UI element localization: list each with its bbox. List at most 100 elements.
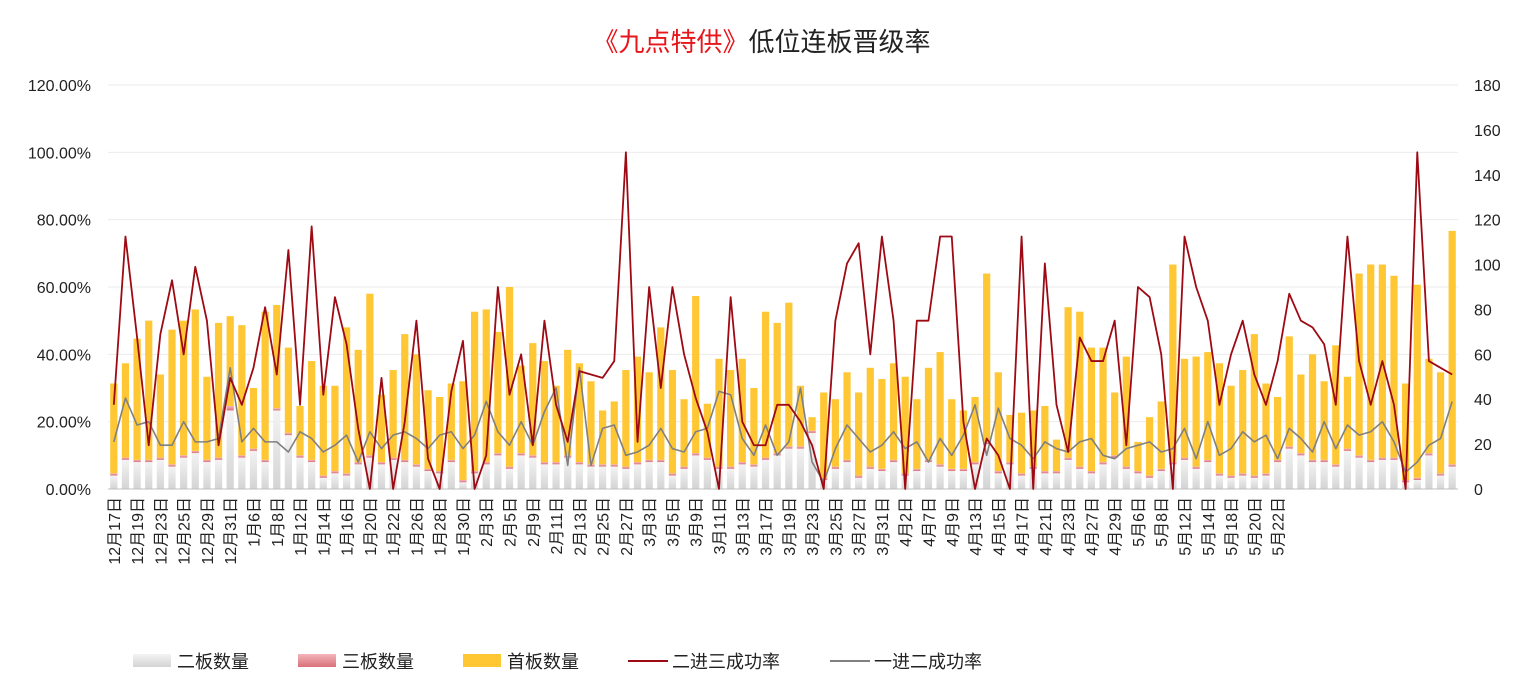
bar-second-board <box>1111 457 1119 489</box>
bar-first-board <box>1297 374 1305 454</box>
bar-first-board <box>145 320 153 460</box>
bar-second-board <box>482 464 490 489</box>
bar-second-board <box>889 462 898 489</box>
bar-third-board <box>750 464 758 467</box>
bar-first-board <box>1390 275 1398 458</box>
bar-first-board <box>622 370 630 467</box>
bar-first-board <box>1436 372 1445 474</box>
x-axis-tick-label: 1月16日 <box>340 497 357 556</box>
x-axis-tick-label: 5月18日 <box>1224 497 1241 556</box>
bar-third-board <box>1448 464 1456 467</box>
bar-second-board <box>354 464 362 489</box>
bar-first-board <box>226 316 234 406</box>
bar-second-board <box>866 468 874 489</box>
x-axis-tick-label: 5月22日 <box>1271 497 1288 556</box>
x-axis-tick-label: 12月19日 <box>130 497 147 565</box>
bar-first-board <box>1134 441 1142 472</box>
bar-third-board <box>238 455 246 458</box>
x-axis-tick-label: 3月27日 <box>852 497 869 556</box>
line-2to3-success-rate <box>112 151 1453 490</box>
bar-second-board <box>447 462 455 489</box>
bar-first-board <box>1402 383 1410 481</box>
bar-second-board <box>517 455 525 489</box>
left-axis-tick-label: 80.00% <box>37 213 91 230</box>
x-axis-tick-label: 4月29日 <box>1108 497 1125 556</box>
x-axis-tick-label: 12月23日 <box>153 497 170 565</box>
bar-third-board <box>1308 459 1317 463</box>
x-axis-tick-label: 4月9日 <box>945 497 962 547</box>
bar-second-board <box>1378 459 1386 489</box>
bar-first-board <box>773 322 781 454</box>
x-axis-tick-label: 2月3日 <box>479 497 496 547</box>
right-axis-tick-label: 180 <box>1474 78 1501 95</box>
bar-third-board <box>1285 446 1293 449</box>
bar-first-board <box>564 349 572 456</box>
bar-first-board <box>808 417 816 431</box>
bar-first-board <box>1029 410 1037 467</box>
bar-second-board <box>389 459 397 489</box>
bar-first-board <box>971 396 979 463</box>
bar-first-board <box>1262 383 1270 474</box>
x-axis-tick-label: 12月31日 <box>223 497 240 565</box>
bar-third-board <box>1297 453 1305 456</box>
bar-first-board <box>1076 311 1084 467</box>
bar-third-board <box>191 450 199 454</box>
bar-third-board <box>1017 473 1026 476</box>
bar-first-board <box>319 385 327 476</box>
x-axis-tick-label: 5月12日 <box>1178 497 1195 556</box>
bar-first-board <box>948 399 956 469</box>
x-axis-tick-label: 3月17日 <box>759 497 776 556</box>
bar-first-board <box>1239 370 1247 474</box>
bar-third-board <box>1169 462 1177 465</box>
bar-third-board <box>889 459 898 463</box>
bar-second-board <box>505 468 514 489</box>
legend-swatch <box>133 654 171 667</box>
bar-third-board <box>1413 477 1421 481</box>
bar-second-board <box>191 453 199 489</box>
bar-third-board <box>913 468 921 472</box>
bar-third-board <box>459 480 467 483</box>
bar-first-board <box>1122 356 1130 467</box>
bar-first-board <box>436 396 444 472</box>
bar-second-board <box>610 466 618 489</box>
bar-second-board <box>983 444 991 489</box>
bar-first-board <box>831 399 839 467</box>
bar-third-board <box>808 430 816 433</box>
bar-first-board <box>1308 354 1317 460</box>
bar-second-board <box>331 473 339 489</box>
legend-label: 三板数量 <box>342 652 414 672</box>
legend-label: 首板数量 <box>507 652 579 672</box>
bar-second-board <box>680 468 688 489</box>
bar-second-board <box>924 462 933 489</box>
x-axis-tick-label: 4月27日 <box>1084 497 1101 556</box>
bar-second-board <box>1157 471 1165 489</box>
bar-first-board <box>470 311 479 472</box>
bar-third-board <box>505 466 514 469</box>
bar-first-board <box>1111 392 1119 456</box>
bar-third-board <box>1134 471 1142 474</box>
bar-third-board <box>1355 455 1363 458</box>
bar-first-board <box>133 338 141 460</box>
bar-third-board <box>1343 448 1352 451</box>
legend-label: 二进三成功率 <box>672 652 780 672</box>
bar-third-board <box>366 455 374 458</box>
bar-third-board <box>226 405 234 411</box>
bar-first-board <box>412 354 421 465</box>
bar-second-board <box>1087 473 1096 489</box>
left-axis-tick-label: 120.00% <box>28 78 91 95</box>
right-axis-tick-label: 0 <box>1474 482 1483 499</box>
chart-title-rest: 低位连板晋级率 <box>748 27 931 57</box>
bar-third-board <box>296 455 304 458</box>
bar-third-board <box>831 466 839 469</box>
bar-third-board <box>121 457 130 460</box>
bar-third-board <box>517 453 525 456</box>
bar-second-board <box>168 466 176 489</box>
bar-third-board <box>983 441 991 445</box>
line-1to2-success-rate <box>113 367 1453 484</box>
bar-third-board <box>1041 471 1049 474</box>
bar-first-board <box>994 372 1002 472</box>
bar-second-board <box>1308 462 1317 489</box>
bar-third-board <box>447 459 455 463</box>
